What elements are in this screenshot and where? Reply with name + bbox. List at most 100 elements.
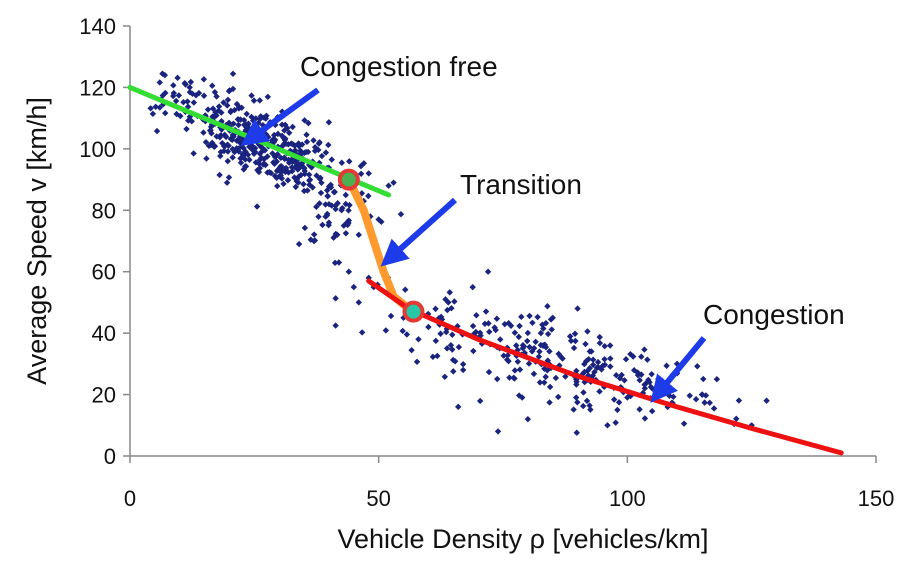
data-point [181, 79, 188, 87]
scatter-points [147, 70, 770, 436]
data-point [534, 313, 541, 321]
data-point [447, 342, 455, 349]
data-point [263, 112, 270, 119]
data-point [518, 313, 525, 321]
data-point [618, 371, 625, 379]
data-point [494, 428, 502, 435]
data-point [303, 131, 310, 138]
y-tick-label-6: 120 [79, 75, 116, 100]
data-point [511, 329, 519, 336]
data-point [459, 366, 467, 374]
data-point [295, 140, 302, 147]
data-point [324, 210, 331, 218]
data-point [219, 139, 226, 147]
data-point [211, 142, 219, 150]
data-point [624, 394, 631, 401]
data-point [544, 330, 552, 338]
data-point [156, 79, 163, 86]
data-point [169, 92, 177, 100]
data-point [641, 385, 649, 392]
data-point [301, 117, 308, 124]
data-point [530, 345, 538, 352]
data-point [246, 156, 253, 164]
data-point [589, 372, 597, 379]
data-point [338, 159, 345, 166]
data-point [536, 348, 543, 355]
data-point [648, 407, 656, 415]
data-point [357, 162, 365, 170]
data-point [365, 192, 372, 200]
data-point [213, 133, 220, 140]
y-axis-title: Average Speed v [km/h] [22, 97, 52, 385]
data-point [614, 406, 621, 414]
data-point [273, 158, 280, 165]
data-point [445, 299, 452, 306]
data-point [601, 356, 608, 363]
data-point [153, 127, 161, 135]
y-tick-label-5: 100 [79, 137, 116, 162]
data-point [304, 148, 312, 156]
data-point [505, 319, 512, 327]
data-point [541, 379, 548, 386]
data-point [235, 121, 242, 129]
data-point [237, 159, 245, 166]
annotation-arrow-1 [380, 197, 458, 267]
data-point [710, 405, 718, 412]
data-point [515, 333, 523, 341]
data-point [292, 183, 299, 191]
data-point [486, 328, 493, 336]
data-point [207, 126, 214, 134]
data-point [223, 179, 231, 186]
data-point [183, 125, 190, 133]
data-point [301, 167, 308, 175]
data-point [706, 399, 713, 406]
data-point [274, 182, 281, 190]
data-point [449, 331, 456, 338]
data-point [269, 136, 277, 143]
data-point [318, 179, 325, 186]
data-point [622, 356, 630, 363]
data-point [350, 283, 357, 291]
data-point [346, 158, 353, 165]
data-point [173, 110, 180, 118]
data-point [224, 102, 231, 109]
data-point [648, 370, 655, 378]
data-point [227, 107, 235, 115]
x-tick-label-2: 100 [609, 486, 646, 511]
data-point [583, 397, 591, 405]
data-point [613, 372, 620, 379]
data-point [596, 339, 604, 347]
data-point [451, 358, 459, 365]
data-point [472, 328, 480, 336]
data-point [432, 305, 439, 313]
data-point [192, 92, 200, 99]
data-point [629, 353, 637, 360]
data-point [248, 113, 255, 121]
data-point [305, 119, 312, 127]
data-point [470, 347, 477, 355]
data-point [224, 96, 232, 104]
data-point [224, 148, 232, 155]
data-point [425, 323, 432, 331]
data-point [251, 144, 259, 152]
data-point [627, 350, 634, 358]
data-point [492, 326, 499, 334]
annotation-arrow-0 [240, 87, 320, 146]
data-point [403, 331, 411, 338]
data-point [152, 103, 159, 110]
data-point [594, 358, 602, 366]
data-point [559, 355, 566, 362]
data-point [243, 110, 250, 118]
data-point [573, 378, 580, 385]
data-point [224, 157, 231, 165]
data-point [161, 71, 169, 79]
data-point [441, 373, 448, 380]
data-point [482, 308, 490, 315]
data-point [296, 161, 303, 168]
data-point [387, 312, 395, 320]
y-tick-label-1: 20 [92, 383, 116, 408]
data-point [680, 420, 688, 427]
data-point [202, 138, 210, 146]
data-point [481, 320, 489, 328]
data-point [473, 312, 480, 319]
